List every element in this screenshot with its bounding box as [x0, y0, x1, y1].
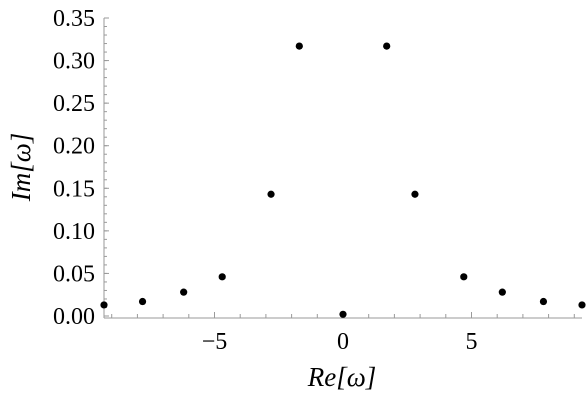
y-axis-title: Im[ω]	[6, 133, 36, 203]
data-point	[578, 301, 586, 309]
data-point	[295, 42, 303, 50]
y-tick-label: 0.00	[53, 304, 95, 330]
data-point	[180, 288, 188, 296]
data-point	[267, 190, 275, 198]
data-point	[539, 297, 548, 306]
data-point	[339, 310, 347, 318]
x-axis-title: Re[ω]	[307, 362, 377, 392]
axes	[103, 17, 582, 319]
x-tick-label: 5	[465, 329, 477, 355]
y-tick-label: 0.15	[53, 176, 95, 202]
y-tick-label: 0.10	[53, 219, 95, 245]
x-tick-label: −5	[202, 329, 228, 355]
data-point	[498, 288, 506, 296]
data-points	[100, 42, 586, 318]
data-point	[383, 42, 391, 50]
data-point	[411, 190, 419, 198]
x-tick-label: 0	[337, 329, 349, 355]
y-tick-label: 0.25	[53, 91, 95, 117]
y-tick-label: 0.05	[53, 261, 95, 287]
data-point	[460, 273, 468, 281]
y-tick-label: 0.35	[53, 6, 95, 32]
data-point	[218, 273, 226, 281]
y-tick-label: 0.20	[53, 134, 95, 160]
y-tick-label: 0.30	[53, 49, 95, 75]
tick-labels: 0.00 0.05 0.10 0.15 0.20 0.25 0.30 0.35 −5 0 5	[53, 6, 477, 355]
data-point	[138, 297, 147, 306]
data-point	[100, 301, 108, 309]
